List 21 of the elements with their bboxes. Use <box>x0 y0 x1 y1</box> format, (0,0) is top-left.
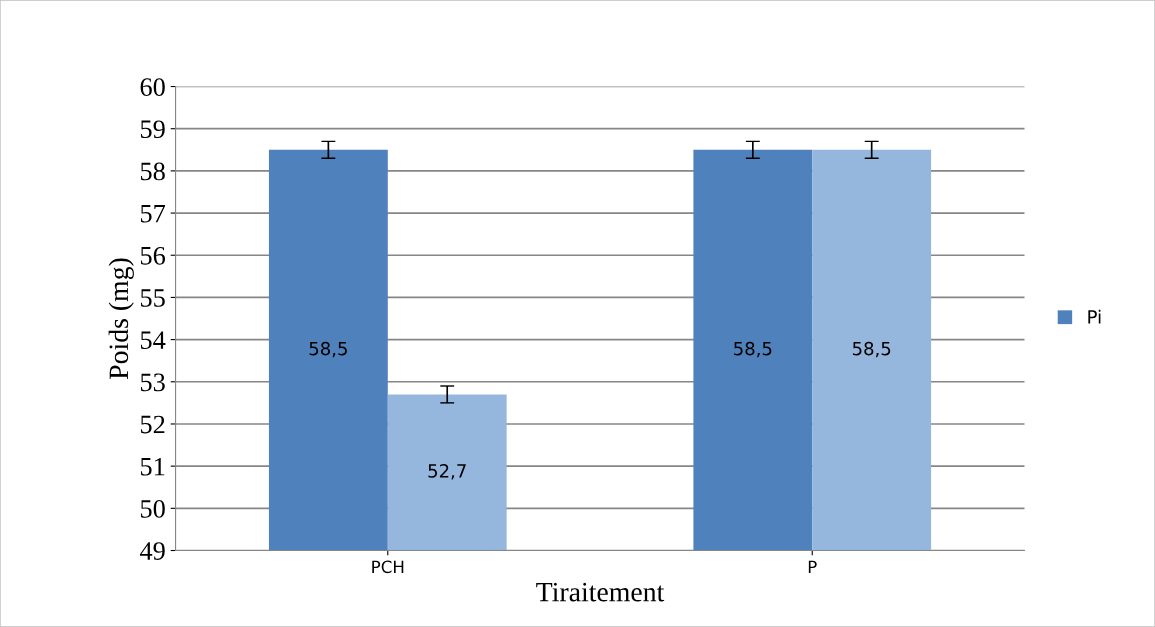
y-tick-label: 56 <box>140 246 166 265</box>
y-tick-label: 49 <box>139 542 165 560</box>
y-tick-label: 51 <box>140 457 165 476</box>
data-label: 58,5 <box>309 341 347 358</box>
x-tick-label: PCH <box>372 560 404 574</box>
y-tick-label: 58 <box>140 162 165 181</box>
legend-label: Pi <box>1088 309 1101 324</box>
y-tick-label: 60 <box>140 78 165 96</box>
y-tick-label: 59 <box>140 120 165 139</box>
y-tick-label: 57 <box>140 204 166 223</box>
x-axis-title: Tiraitement <box>536 582 665 602</box>
y-tick-label: 53 <box>140 373 165 392</box>
data-label: 52,7 <box>428 464 466 480</box>
data-label: 58,5 <box>734 341 772 358</box>
data-label: 58,5 <box>852 341 891 358</box>
y-axis-title: Poids (mg) <box>108 258 134 380</box>
y-tick-label: 52 <box>140 415 165 434</box>
y-tick-label: 54 <box>140 331 166 350</box>
x-tick-label: P <box>808 560 817 573</box>
y-tick-label: 50 <box>140 499 165 518</box>
y-tick-label: 55 <box>140 289 165 307</box>
